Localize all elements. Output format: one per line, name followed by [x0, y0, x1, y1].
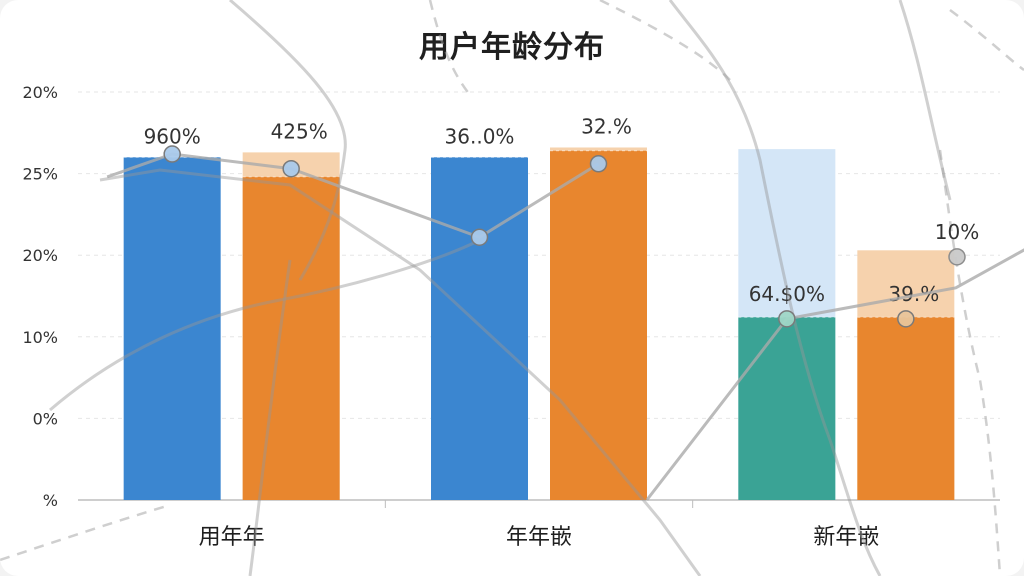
data-label: 10%: [935, 220, 979, 244]
data-label: 32.%: [581, 114, 632, 138]
background-dashed-line: [428, 0, 471, 96]
background-dashed-line: [599, 0, 731, 81]
trend-line: [645, 248, 1024, 501]
bar: [738, 317, 836, 500]
data-label: 36..0%: [445, 124, 515, 148]
background-dashed-line: [938, 149, 1002, 576]
background-line: [248, 259, 292, 576]
data-label: 64.$0%: [749, 282, 825, 306]
y-tick-label: 25%: [22, 165, 58, 184]
y-tick-label: 20%: [22, 246, 58, 265]
line-marker: [778, 310, 796, 328]
line-marker: [589, 155, 608, 173]
line-marker: [948, 248, 966, 266]
data-label: 960%: [144, 124, 201, 148]
data-label: 425%: [271, 119, 328, 143]
y-tick-label: 10%: [22, 328, 58, 347]
y-tick-label: 20%: [22, 83, 58, 102]
line-marker: [897, 310, 915, 328]
background-line: [99, 168, 702, 576]
bar: [242, 176, 340, 500]
background-line: [229, 0, 347, 281]
bar: [123, 157, 221, 500]
bar: [431, 157, 528, 500]
y-tick-label: 0%: [33, 409, 58, 428]
y-tick-label: %: [43, 491, 58, 510]
background-line: [668, 0, 882, 576]
line-marker: [163, 145, 181, 163]
x-category-label: 年年嵌: [506, 525, 572, 550]
bar: [550, 150, 647, 500]
background-dashed-line: [949, 9, 1024, 72]
background-dashed-line: [0, 503, 171, 562]
x-category-label: 新年嵌: [813, 525, 879, 550]
line-marker: [282, 159, 300, 178]
line-marker: [470, 228, 489, 246]
bar: [857, 317, 955, 500]
background-line: [49, 238, 481, 412]
x-category-label: 用年年: [199, 525, 265, 550]
